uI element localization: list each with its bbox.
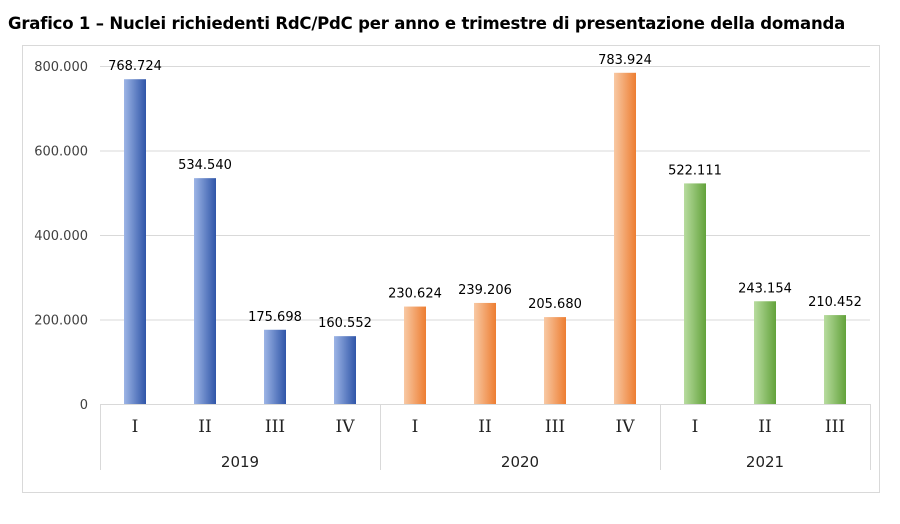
chart-title: Grafico 1 – Nuclei richiedenti RdC/PdC p…	[8, 14, 846, 33]
bar-2020-II	[474, 302, 496, 404]
y-tick-label: 0	[80, 398, 88, 413]
bar-2019-I	[124, 79, 146, 404]
data-label: 783.924	[598, 53, 652, 68]
bar-2020-IV	[614, 72, 636, 404]
bar-2021-II	[754, 301, 776, 404]
y-tick-label: 400.000	[34, 229, 88, 244]
bar-2021-III	[824, 315, 846, 404]
data-label: 243.154	[738, 281, 792, 296]
group-label: 2020	[501, 453, 539, 471]
x-tick-label: II	[478, 417, 491, 437]
x-tick-label: IV	[616, 417, 636, 437]
group-label: 2019	[221, 453, 259, 471]
data-label: 160.552	[318, 316, 372, 331]
x-tick-label: II	[198, 417, 211, 437]
x-tick-label: I	[412, 417, 419, 437]
group-label: 2021	[746, 453, 784, 471]
x-tick-label: II	[758, 417, 771, 437]
data-label: 522.111	[668, 163, 722, 178]
y-tick-label: 200.000	[34, 314, 88, 329]
data-label: 768.724	[108, 59, 162, 74]
bar-2020-III	[544, 317, 566, 404]
data-label: 210.452	[808, 295, 862, 310]
y-tick-label: 800.000	[34, 60, 88, 75]
x-tick-label: III	[825, 417, 845, 437]
x-tick-label: III	[545, 417, 565, 437]
data-label: 534.540	[178, 158, 232, 173]
chart-border	[22, 45, 880, 493]
x-tick-label: IV	[336, 417, 356, 437]
x-tick-label: I	[692, 417, 699, 437]
bar-2019-II	[194, 178, 216, 404]
bar-2021-I	[684, 183, 706, 404]
data-label: 239.206	[458, 283, 512, 298]
bar-2020-I	[404, 306, 426, 404]
data-label: 175.698	[248, 310, 302, 325]
x-tick-label: I	[132, 417, 139, 437]
y-tick-label: 600.000	[34, 145, 88, 160]
x-tick-label: III	[265, 417, 285, 437]
bar-2019-IV	[334, 336, 356, 404]
bar-2019-III	[264, 329, 286, 404]
data-label: 230.624	[388, 287, 442, 302]
data-label: 205.680	[528, 297, 582, 312]
